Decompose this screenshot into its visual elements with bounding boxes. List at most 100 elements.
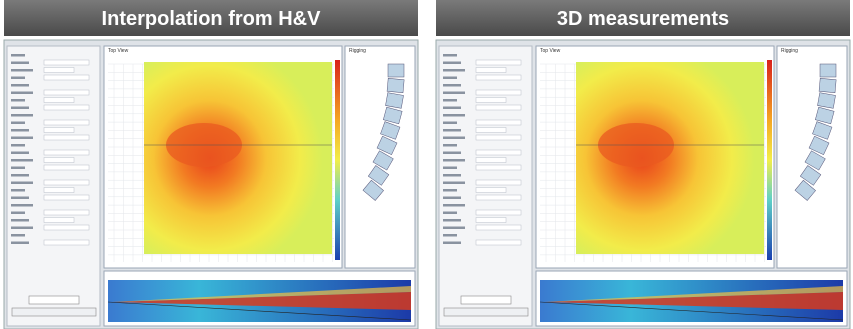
field-input bbox=[44, 180, 89, 185]
field-label bbox=[443, 219, 461, 222]
field-input bbox=[476, 128, 506, 133]
field-input bbox=[476, 240, 521, 245]
field-label bbox=[11, 107, 29, 110]
field-label bbox=[443, 174, 461, 177]
side-tab: Rigging bbox=[781, 48, 798, 54]
field-input bbox=[44, 90, 89, 95]
field-input bbox=[44, 120, 89, 125]
field-input bbox=[476, 188, 506, 193]
field-input bbox=[44, 210, 89, 215]
field-input bbox=[476, 180, 521, 185]
field-input bbox=[476, 165, 521, 170]
field-input bbox=[44, 105, 89, 110]
field-label bbox=[443, 77, 457, 80]
field-label bbox=[443, 197, 461, 200]
field-label bbox=[11, 129, 29, 132]
field-label bbox=[443, 189, 457, 192]
array-box bbox=[388, 64, 404, 77]
field-label bbox=[443, 137, 465, 140]
field-label bbox=[443, 92, 465, 95]
array-box bbox=[386, 93, 404, 109]
field-input bbox=[44, 218, 74, 223]
field-input bbox=[44, 60, 89, 65]
field-label bbox=[443, 62, 461, 65]
field-label bbox=[443, 144, 457, 147]
field-input bbox=[44, 98, 74, 103]
field-input bbox=[476, 98, 506, 103]
button bbox=[29, 296, 79, 304]
app-window: Top View Rigging bbox=[436, 40, 850, 329]
field-input bbox=[476, 120, 521, 125]
field-label bbox=[11, 234, 25, 237]
sidebar bbox=[439, 46, 532, 326]
field-label bbox=[443, 54, 457, 57]
field-label bbox=[443, 227, 465, 230]
field-label bbox=[443, 204, 465, 207]
field-label bbox=[443, 129, 461, 132]
field-label bbox=[11, 77, 25, 80]
field-label bbox=[443, 122, 457, 125]
side-tab: Rigging bbox=[349, 48, 366, 54]
array-box bbox=[819, 78, 836, 92]
field-input bbox=[476, 75, 521, 80]
field-label bbox=[443, 114, 465, 117]
field-input bbox=[44, 135, 89, 140]
field-label bbox=[443, 69, 465, 72]
field-label bbox=[11, 62, 29, 65]
field-input bbox=[476, 225, 521, 230]
field-input bbox=[44, 75, 89, 80]
view-tab: Top View bbox=[540, 48, 561, 54]
field-label bbox=[11, 137, 33, 140]
field-input bbox=[44, 158, 74, 163]
field-label bbox=[11, 144, 25, 147]
field-label bbox=[11, 182, 33, 185]
field-input bbox=[476, 158, 506, 163]
field-input bbox=[44, 68, 74, 73]
button bbox=[444, 308, 528, 316]
button bbox=[461, 296, 511, 304]
field-label bbox=[11, 189, 25, 192]
field-input bbox=[44, 128, 74, 133]
field-label bbox=[443, 152, 461, 155]
field-input bbox=[44, 240, 89, 245]
field-input bbox=[44, 225, 89, 230]
panel-title: Interpolation from H&V bbox=[102, 8, 322, 30]
field-label bbox=[443, 99, 457, 102]
array-box bbox=[387, 78, 404, 92]
sidebar bbox=[7, 46, 100, 326]
array-box bbox=[820, 64, 836, 77]
panel: 3D measurements Top View Rigging bbox=[436, 0, 850, 329]
field-label bbox=[11, 99, 25, 102]
field-input bbox=[476, 195, 521, 200]
screenshot: Interpolation from H&VTop ViewRigging3D … bbox=[0, 0, 853, 329]
field-label bbox=[11, 69, 33, 72]
field-label bbox=[11, 54, 25, 57]
field-label bbox=[11, 242, 29, 245]
field-label bbox=[11, 174, 29, 177]
field-label bbox=[11, 204, 33, 207]
field-label bbox=[443, 182, 465, 185]
field-input bbox=[476, 60, 521, 65]
field-label bbox=[11, 152, 29, 155]
field-input bbox=[476, 218, 506, 223]
field-input bbox=[476, 105, 521, 110]
field-input bbox=[476, 150, 521, 155]
field-label bbox=[443, 84, 461, 87]
field-input bbox=[476, 68, 506, 73]
field-label bbox=[11, 227, 33, 230]
array-box bbox=[818, 93, 836, 109]
field-label bbox=[443, 242, 461, 245]
field-label bbox=[443, 107, 461, 110]
field-input bbox=[44, 195, 89, 200]
sound-field-map bbox=[576, 62, 764, 254]
field-label bbox=[443, 234, 457, 237]
field-label bbox=[11, 159, 33, 162]
field-input bbox=[44, 150, 89, 155]
button bbox=[12, 308, 96, 316]
field-label bbox=[11, 114, 33, 117]
color-scale bbox=[767, 60, 772, 260]
field-label bbox=[11, 197, 29, 200]
field-input bbox=[476, 90, 521, 95]
panel-title: 3D measurements bbox=[557, 8, 729, 30]
